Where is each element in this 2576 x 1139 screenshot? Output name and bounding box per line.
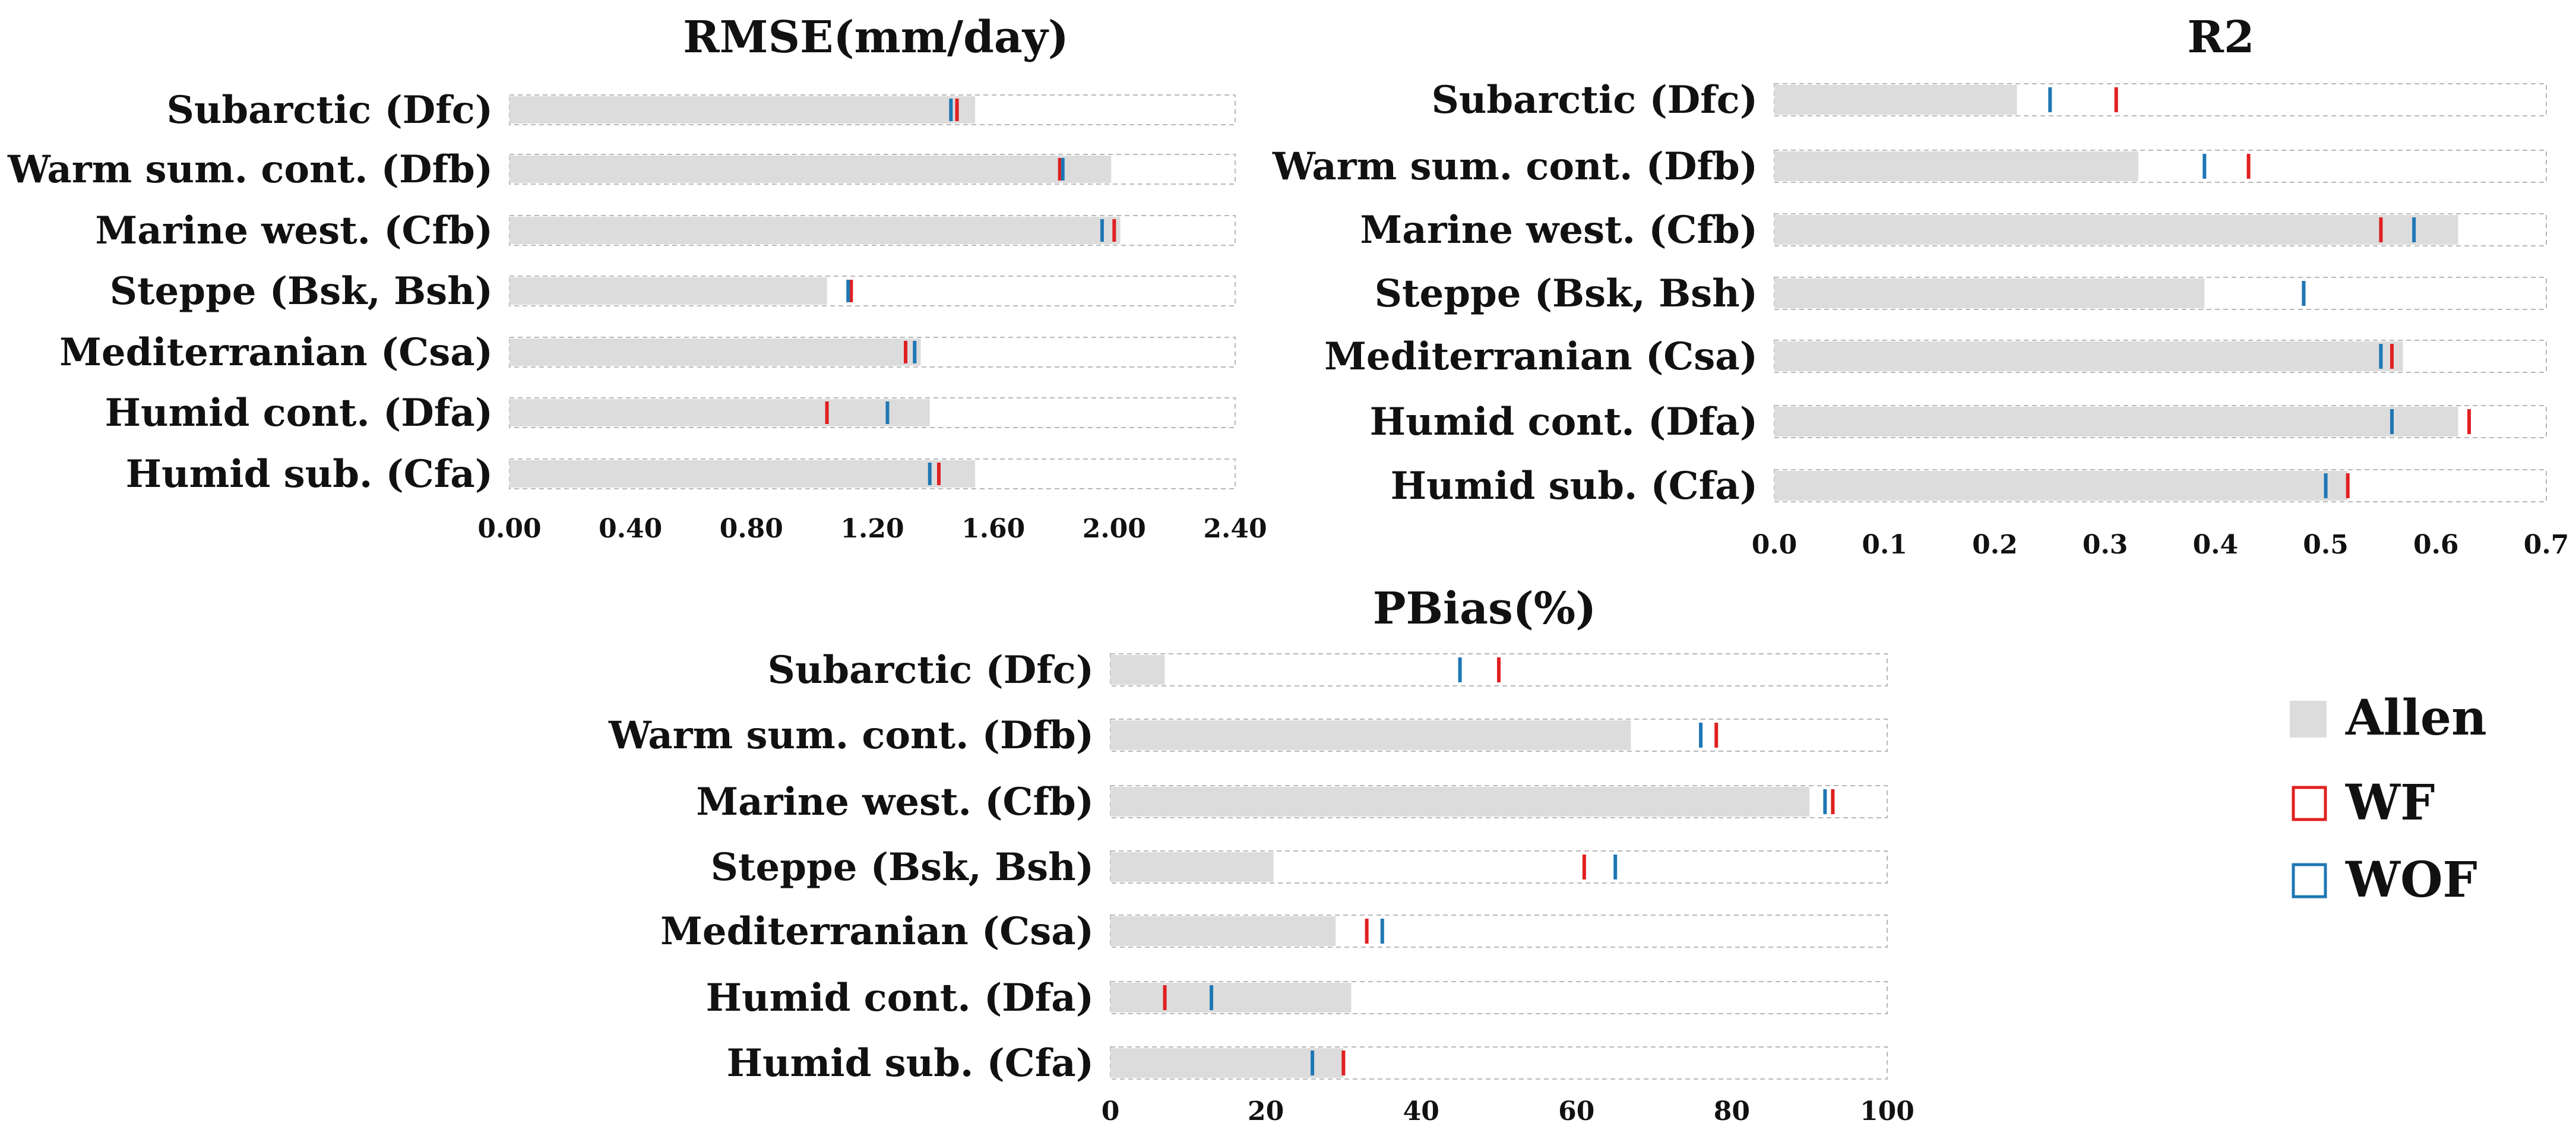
category-label-mediterranian-csa: Mediterranian (Csa) — [59, 330, 493, 375]
bar-allen-subarctic-dfc — [509, 96, 976, 124]
rmse-title: RMSE(mm/day) — [683, 12, 1069, 63]
bar-allen-humid-sub-cfa — [1110, 1048, 1344, 1078]
x-tick-label: 0.2 — [1972, 530, 2018, 560]
x-tick-label: 1.60 — [961, 514, 1025, 544]
category-label-humid-sub-cfa: Humid sub. (Cfa) — [126, 452, 493, 496]
bar-allen-humid-sub-cfa — [1774, 471, 2348, 501]
category-label-steppe-bsk-bsh: Steppe (Bsk, Bsh) — [110, 269, 493, 314]
category-label-humid-cont-dfa: Humid cont. (Dfa) — [105, 391, 493, 435]
x-tick-label: 0.1 — [1862, 530, 1907, 560]
x-tick-label: 0.4 — [2193, 530, 2239, 560]
bar-allen-warm-sum-cont-dfb — [509, 156, 1112, 183]
bar-allen-humid-sub-cfa — [509, 460, 976, 488]
x-tick-label: 2.40 — [1203, 514, 1267, 544]
x-tick-label: 100 — [1860, 1096, 1914, 1127]
category-label-mediterranian-csa: Mediterranian (Csa) — [660, 909, 1094, 954]
x-tick-label: 2.00 — [1083, 514, 1146, 544]
legend-wf-label: WF — [2345, 774, 2435, 831]
bar-allen-humid-cont-dfa — [1110, 983, 1352, 1013]
legend-wof-label: WOF — [2345, 852, 2477, 909]
bar-allen-subarctic-dfc — [1110, 655, 1165, 685]
r2-panel: R2 Subarctic (Dfc) Warm sum. cont. (Dfb) M… — [1272, 12, 2569, 560]
category-label-humid-sub-cfa: Humid sub. (Cfa) — [1391, 464, 1758, 508]
category-label-humid-cont-dfa: Humid cont. (Dfa) — [706, 976, 1094, 1020]
x-tick-label: 0.0 — [1752, 530, 1797, 560]
category-label-marine-west-cfb: Marine west. (Cfb) — [1360, 208, 1758, 252]
legend-wf-swatch — [2292, 786, 2327, 821]
bar-allen-humid-cont-dfa — [509, 399, 930, 426]
category-label-warm-sum-cont-dfb: Warm sum. cont. (Dfb) — [7, 147, 493, 192]
x-tick-label: 0.7 — [2524, 530, 2569, 560]
category-label-warm-sum-cont-dfb: Warm sum. cont. (Dfb) — [1272, 144, 1758, 189]
category-label-humid-sub-cfa: Humid sub. (Cfa) — [727, 1041, 1094, 1086]
category-label-mediterranian-csa: Mediterranian (Csa) — [1324, 334, 1758, 379]
category-label-marine-west-cfb: Marine west. (Cfb) — [696, 780, 1094, 824]
r2-title: R2 — [2188, 12, 2255, 63]
x-tick-label: 0.5 — [2303, 530, 2349, 560]
bar-allen-marine-west-cfb — [1774, 215, 2458, 245]
x-tick-label: 0.00 — [477, 514, 541, 544]
pbias-panel: PBias(%) Subarctic (Dfc) Warm sum. cont. … — [608, 583, 1914, 1127]
category-label-subarctic-dfc: Subarctic (Dfc) — [1432, 78, 1758, 122]
x-tick-label: 0 — [1102, 1096, 1120, 1127]
bar-allen-marine-west-cfb — [509, 217, 1121, 244]
x-tick-label: 40 — [1403, 1096, 1439, 1127]
x-tick-label: 80 — [1714, 1096, 1750, 1127]
bar-allen-marine-west-cfb — [1110, 787, 1810, 817]
pbias-title: PBias(%) — [1373, 583, 1596, 634]
legend-allen-swatch — [2290, 701, 2327, 738]
category-label-steppe-bsk-bsh: Steppe (Bsk, Bsh) — [1375, 271, 1758, 316]
legend: Allen WF WOF — [2290, 689, 2487, 909]
rmse-panel: RMSE(mm/day) Subarctic (Dfc) Warm sum. co… — [7, 12, 1267, 544]
x-tick-label: 1.20 — [840, 514, 904, 544]
x-tick-label: 0.80 — [720, 514, 783, 544]
bar-allen-mediterranian-csa — [509, 338, 921, 366]
bar-allen-mediterranian-csa — [1110, 916, 1336, 946]
legend-allen-label: Allen — [2345, 689, 2487, 746]
category-label-steppe-bsk-bsh: Steppe (Bsk, Bsh) — [711, 845, 1094, 890]
x-tick-label: 20 — [1248, 1096, 1284, 1127]
category-label-humid-cont-dfa: Humid cont. (Dfa) — [1370, 400, 1758, 444]
bar-allen-humid-cont-dfa — [1774, 407, 2458, 436]
category-label-subarctic-dfc: Subarctic (Dfc) — [768, 648, 1094, 692]
bar-allen-warm-sum-cont-dfb — [1110, 720, 1631, 750]
category-label-marine-west-cfb: Marine west. (Cfb) — [95, 208, 493, 253]
category-label-warm-sum-cont-dfb: Warm sum. cont. (Dfb) — [608, 713, 1094, 758]
x-tick-label: 0.40 — [599, 514, 662, 544]
bar-allen-steppe-bsk-bsh — [1774, 279, 2205, 308]
x-tick-label: 60 — [1558, 1096, 1594, 1127]
bar-allen-subarctic-dfc — [1774, 85, 2017, 115]
category-label-subarctic-dfc: Subarctic (Dfc) — [167, 88, 493, 132]
bar-allen-steppe-bsk-bsh — [1110, 852, 1274, 882]
x-tick-label: 0.3 — [2083, 530, 2128, 560]
bar-allen-warm-sum-cont-dfb — [1774, 151, 2138, 181]
x-tick-label: 0.6 — [2413, 530, 2459, 560]
bar-allen-steppe-bsk-bsh — [509, 277, 827, 305]
legend-wof-swatch — [2292, 863, 2327, 898]
bar-allen-mediterranian-csa — [1774, 341, 2403, 371]
